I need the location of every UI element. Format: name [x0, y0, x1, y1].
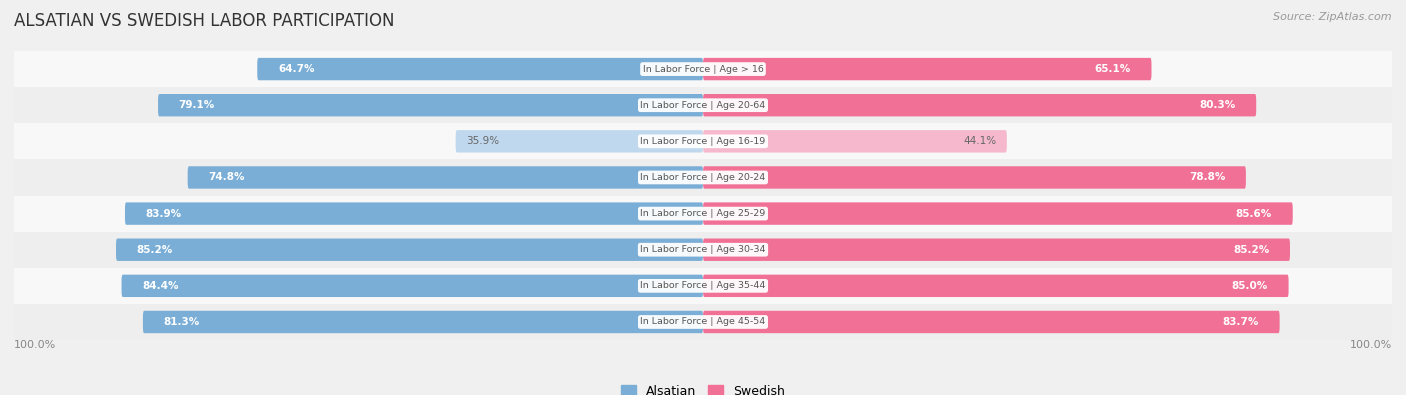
Text: In Labor Force | Age 30-34: In Labor Force | Age 30-34 — [640, 245, 766, 254]
Text: 65.1%: 65.1% — [1095, 64, 1130, 74]
Bar — [14, 87, 1392, 123]
FancyBboxPatch shape — [703, 166, 1246, 189]
Bar — [14, 51, 1392, 87]
Text: 78.8%: 78.8% — [1189, 173, 1225, 182]
Text: Source: ZipAtlas.com: Source: ZipAtlas.com — [1274, 12, 1392, 22]
Text: 83.9%: 83.9% — [146, 209, 181, 218]
Text: 83.7%: 83.7% — [1223, 317, 1258, 327]
Text: In Labor Force | Age 16-19: In Labor Force | Age 16-19 — [640, 137, 766, 146]
FancyBboxPatch shape — [157, 94, 703, 117]
Text: 44.1%: 44.1% — [963, 136, 997, 146]
Text: 35.9%: 35.9% — [465, 136, 499, 146]
Bar — [14, 304, 1392, 340]
Text: In Labor Force | Age 20-64: In Labor Force | Age 20-64 — [640, 101, 766, 110]
Text: In Labor Force | Age 25-29: In Labor Force | Age 25-29 — [640, 209, 766, 218]
Bar — [14, 196, 1392, 231]
Text: 81.3%: 81.3% — [163, 317, 200, 327]
FancyBboxPatch shape — [703, 239, 1289, 261]
Bar — [14, 268, 1392, 304]
FancyBboxPatch shape — [703, 311, 1279, 333]
Text: 80.3%: 80.3% — [1199, 100, 1236, 110]
Text: 85.2%: 85.2% — [1233, 245, 1270, 255]
Text: 85.6%: 85.6% — [1236, 209, 1272, 218]
FancyBboxPatch shape — [143, 311, 703, 333]
Bar — [14, 231, 1392, 268]
FancyBboxPatch shape — [121, 275, 703, 297]
FancyBboxPatch shape — [257, 58, 703, 80]
FancyBboxPatch shape — [703, 275, 1289, 297]
FancyBboxPatch shape — [125, 202, 703, 225]
Bar — [14, 160, 1392, 196]
Text: In Labor Force | Age 35-44: In Labor Force | Age 35-44 — [640, 281, 766, 290]
Text: 79.1%: 79.1% — [179, 100, 215, 110]
FancyBboxPatch shape — [703, 202, 1292, 225]
Text: In Labor Force | Age 45-54: In Labor Force | Age 45-54 — [640, 318, 766, 327]
FancyBboxPatch shape — [456, 130, 703, 152]
FancyBboxPatch shape — [703, 94, 1256, 117]
FancyBboxPatch shape — [703, 58, 1152, 80]
Text: 64.7%: 64.7% — [278, 64, 315, 74]
Text: ALSATIAN VS SWEDISH LABOR PARTICIPATION: ALSATIAN VS SWEDISH LABOR PARTICIPATION — [14, 12, 395, 30]
Bar — [14, 123, 1392, 160]
Text: 84.4%: 84.4% — [142, 281, 179, 291]
Text: 100.0%: 100.0% — [1350, 340, 1392, 350]
FancyBboxPatch shape — [117, 239, 703, 261]
Legend: Alsatian, Swedish: Alsatian, Swedish — [616, 380, 790, 395]
Text: 74.8%: 74.8% — [208, 173, 245, 182]
FancyBboxPatch shape — [187, 166, 703, 189]
Text: In Labor Force | Age 20-24: In Labor Force | Age 20-24 — [640, 173, 766, 182]
Text: 85.2%: 85.2% — [136, 245, 173, 255]
Text: 85.0%: 85.0% — [1232, 281, 1268, 291]
Text: 100.0%: 100.0% — [14, 340, 56, 350]
FancyBboxPatch shape — [703, 130, 1007, 152]
Text: In Labor Force | Age > 16: In Labor Force | Age > 16 — [643, 64, 763, 73]
